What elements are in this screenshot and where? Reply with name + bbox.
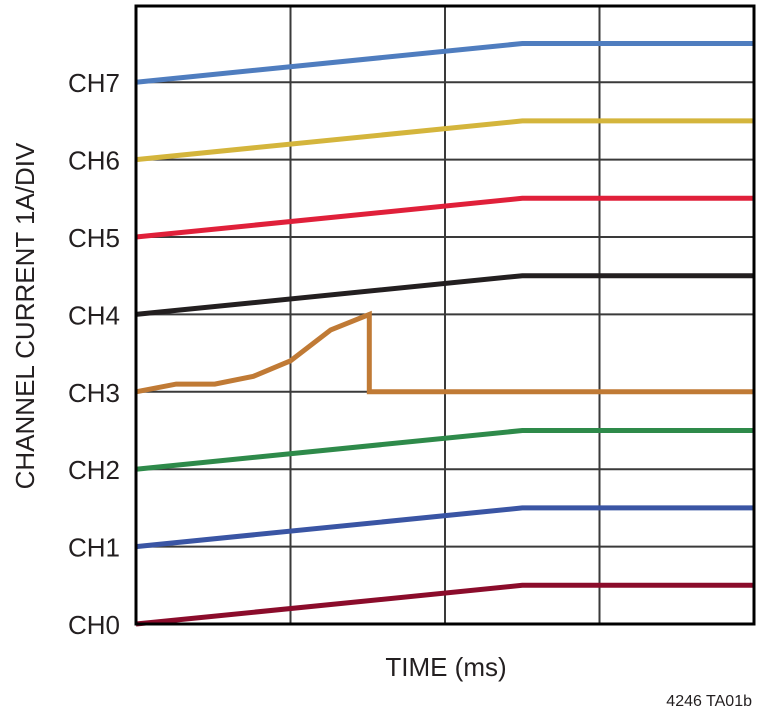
plot-frame — [134, 4, 756, 626]
y-tick-label: CH5 — [68, 223, 120, 253]
y-tick-labels: CH0 CH1 CH2 CH3 CH4 CH5 CH6 CH7 — [68, 68, 120, 640]
x-axis-label: TIME (ms) — [385, 652, 506, 682]
series-ch4 — [135, 273, 754, 317]
grid — [136, 6, 754, 624]
y-tick-label: CH2 — [68, 455, 120, 485]
figure-id: 4246 TA01b — [666, 693, 752, 710]
y-axis-label: CHANNEL CURRENT 1A/DIV — [10, 142, 40, 489]
y-tick-label: CH1 — [68, 533, 120, 563]
series-ch5 — [135, 195, 754, 240]
series-ch3 — [135, 310, 754, 395]
y-tick-label: CH6 — [68, 146, 120, 176]
y-tick-label: CH4 — [68, 300, 120, 330]
y-tick-label: CH7 — [68, 68, 120, 98]
series-ch1 — [135, 505, 754, 550]
series-ch7 — [135, 41, 754, 85]
series-ch6 — [135, 118, 754, 163]
series-lines — [135, 41, 754, 627]
y-tick-label: CH3 — [68, 378, 120, 408]
y-tick-label: CH0 — [68, 610, 120, 640]
series-ch0 — [135, 582, 754, 627]
series-ch2 — [135, 428, 754, 472]
